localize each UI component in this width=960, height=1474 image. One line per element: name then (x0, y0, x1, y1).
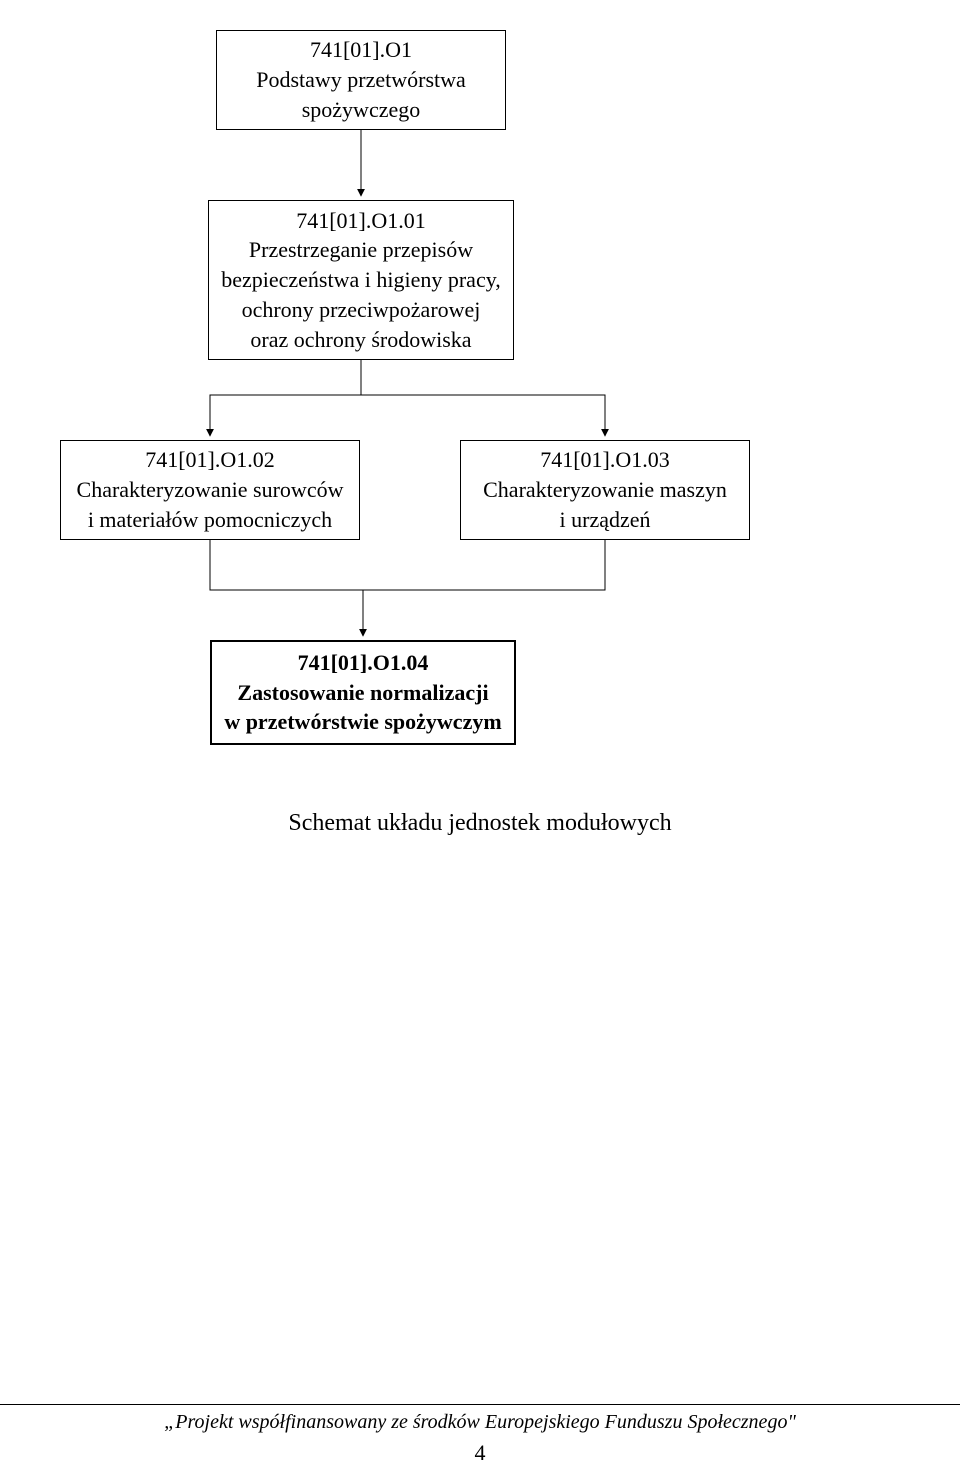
node-label-line: ochrony przeciwpożarowej (242, 295, 481, 325)
node-label-line: Podstawy przetwórstwa (256, 65, 466, 95)
flow-node-o1-02: 741[01].O1.02 Charakteryzowanie surowców… (60, 440, 360, 540)
node-label-line: w przetwórstwie spożywczym (224, 707, 501, 737)
footer-text: „Projekt współfinansowany ze środków Eur… (164, 1411, 796, 1433)
node-code: 741[01].O1.03 (540, 445, 670, 475)
page-footer: „Projekt współfinansowany ze środków Eur… (0, 1404, 960, 1474)
node-label-line: Charakteryzowanie maszyn (483, 475, 727, 505)
node-code: 741[01].O1 (310, 35, 412, 65)
node-code: 741[01].O1.01 (296, 206, 426, 236)
node-label-line: spożywczego (302, 95, 421, 125)
node-code: 741[01].O1.02 (145, 445, 275, 475)
caption-text: Schemat układu jednostek modułowych (288, 810, 671, 836)
node-code: 741[01].O1.04 (298, 648, 429, 678)
node-label-line: bezpieczeństwa i higieny pracy, (221, 265, 501, 295)
node-label-line: i urządzeń (560, 505, 651, 535)
diagram-caption: Schemat układu jednostek modułowych (0, 810, 960, 837)
flow-node-o1-03: 741[01].O1.03 Charakteryzowanie maszyn i… (460, 440, 750, 540)
node-label-line: Charakteryzowanie surowców (77, 475, 344, 505)
node-label-line: i materiałów pomocniczych (88, 505, 332, 535)
node-label-line: Zastosowanie normalizacji (237, 678, 488, 708)
flow-node-o1: 741[01].O1 Podstawy przetwórstwa spożywc… (216, 30, 506, 130)
flow-node-o1-01: 741[01].O1.01 Przestrzeganie przepisów b… (208, 200, 514, 360)
flow-node-o1-04: 741[01].O1.04 Zastosowanie normalizacji … (210, 640, 516, 745)
node-label-line: oraz ochrony środowiska (250, 325, 471, 355)
page-number: 4 (0, 1440, 960, 1466)
node-label-line: Przestrzeganie przepisów (249, 235, 473, 265)
